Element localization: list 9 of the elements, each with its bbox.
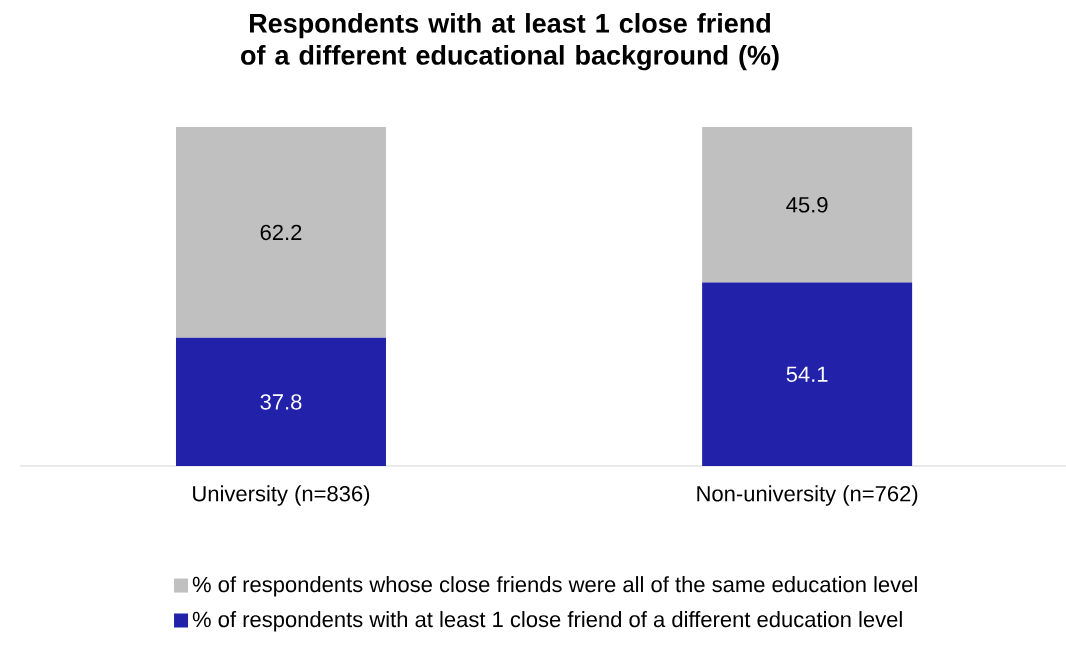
chart-title: Respondents with at least 1 close friend of a different educational background (%) bbox=[241, 13, 779, 71]
legend-label: % of respondents with at least 1 close friend of a different education level bbox=[192, 611, 902, 632]
data-label: 37.8 bbox=[260, 394, 302, 410]
legend-label: % of respondents whose close friends were all of the same education level bbox=[192, 576, 917, 597]
x-tick-label: Non-university (n=762) bbox=[697, 485, 918, 506]
data-label: 54.1 bbox=[786, 366, 828, 382]
x-tick-label: University (n=836) bbox=[193, 485, 370, 506]
data-label: 62.2 bbox=[260, 224, 302, 241]
data-label: 45.9 bbox=[786, 197, 828, 213]
